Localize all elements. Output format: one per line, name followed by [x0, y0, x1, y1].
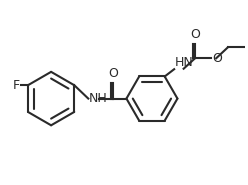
Text: O: O — [212, 52, 222, 65]
Text: O: O — [190, 28, 200, 41]
Text: F: F — [13, 79, 20, 92]
Text: NH: NH — [89, 92, 108, 105]
Text: HN: HN — [175, 56, 194, 69]
Text: O: O — [108, 67, 118, 80]
